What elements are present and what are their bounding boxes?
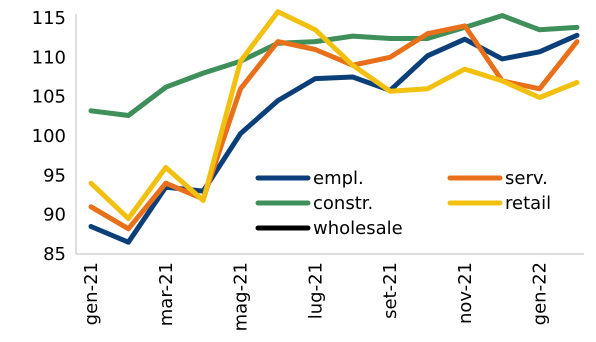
- x-tick-label: nov-21: [455, 262, 476, 324]
- x-tick-label: gen-22: [530, 262, 551, 325]
- series-line-constr: [88, 13, 580, 118]
- y-tick-label: 105: [32, 87, 66, 108]
- y-tick-label: 95: [43, 165, 66, 186]
- x-tick-label: set-21: [380, 262, 401, 319]
- series-lines: [88, 9, 580, 245]
- y-tick-label: 85: [43, 244, 66, 265]
- y-tick-label: 90: [43, 205, 66, 226]
- x-tick-label: mag-21: [231, 262, 252, 331]
- series-line-serv: [88, 23, 580, 232]
- legend-label-retail: retail: [505, 193, 551, 214]
- legend: empl. serv. constr. retail wholesale: [255, 168, 551, 239]
- legend-label-serv: serv.: [505, 168, 548, 189]
- x-axis: gen-21 mar-21 mag-21 lug-21 set-21 nov-21 gen-…: [76, 253, 584, 331]
- x-tick-label: mar-21: [156, 262, 177, 326]
- x-tick-label: lug-21: [305, 262, 326, 319]
- series-line-retail: [88, 9, 580, 222]
- y-tick-label: 100: [32, 126, 66, 147]
- y-axis: 85 90 95 100 105 110 115: [32, 8, 77, 265]
- legend-label-empl: empl.: [313, 168, 364, 189]
- legend-label-constr: constr.: [313, 193, 373, 214]
- y-tick-label: 115: [32, 8, 66, 29]
- legend-label-wholesale: wholesale: [313, 218, 403, 239]
- x-tick-label: gen-21: [81, 262, 102, 325]
- y-tick-label: 110: [32, 47, 66, 68]
